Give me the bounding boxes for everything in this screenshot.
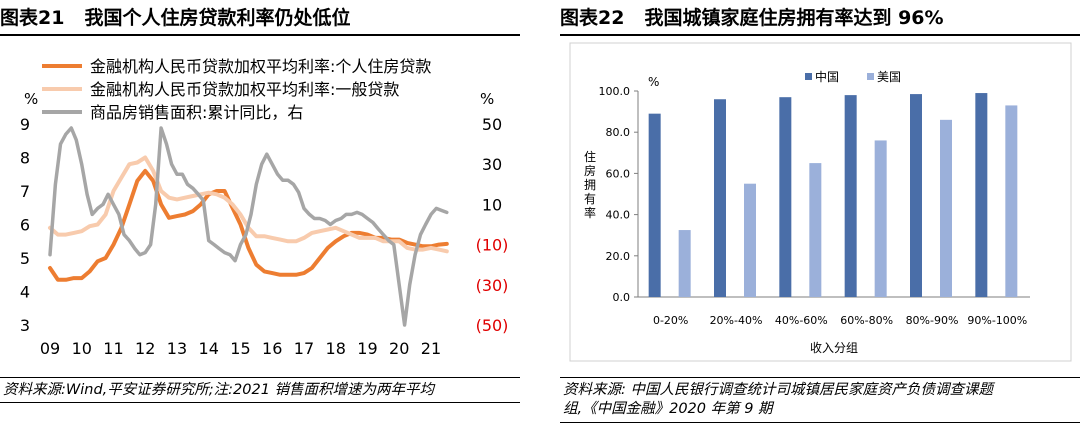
homeownership-bar-chart: 0.0 20.0 40.0 60.0 80.0 100.0% 住房拥有率 中国 美国 0-20% 2… — [569, 42, 1072, 362]
x-axis-label: 收入分组 — [810, 341, 858, 355]
x-tick-label: 40%-60% — [775, 314, 828, 327]
left-tick-label: 8 — [20, 149, 30, 168]
y-tick-label: 40.0 — [606, 209, 631, 222]
x-tick-label: 10 — [72, 339, 92, 358]
bar-0-2 — [779, 97, 792, 298]
right-figure: 图表22 我国城镇家庭住房拥有率达到 96% 0.0 20.0 40.0 60.0 80.… — [560, 0, 1080, 428]
x-tick-label: 21 — [421, 339, 441, 358]
right-source-rule — [560, 377, 1080, 378]
right-tick-label: 10 — [482, 195, 502, 214]
left-tick-label: 3 — [20, 316, 30, 335]
left-tick-label: 6 — [20, 216, 30, 235]
legend-label-2: 商品房销售面积:累计同比，右 — [90, 103, 303, 122]
bar-0-1 — [714, 99, 726, 297]
x-tick-label: 17 — [294, 339, 314, 358]
left-tick-label: 9 — [20, 115, 30, 134]
right-tick-label: 50 — [482, 115, 502, 134]
x-tick-label: 15 — [230, 339, 250, 358]
right-tick-label: 30 — [482, 155, 502, 174]
series-line-2 — [48, 126, 449, 327]
right-title-rule — [560, 34, 1080, 36]
left-tick-label: 4 — [20, 283, 30, 302]
bar-1-2 — [809, 163, 822, 297]
right-tick-label: (30) — [476, 276, 509, 295]
y-tick-label: 60.0 — [606, 167, 631, 180]
x-tick-label: 20 — [389, 339, 409, 358]
left-figure-number: 图表21 — [0, 7, 65, 29]
right-bottom-rule — [560, 422, 1080, 423]
right-tick-label: (50) — [476, 316, 509, 335]
left-tick-label: 7 — [20, 182, 30, 201]
bar-1-4 — [940, 119, 952, 297]
right-axis-unit: % — [480, 90, 494, 108]
x-tick-label: 90%-100% — [967, 314, 1027, 327]
right-figure-title: 图表22 我国城镇家庭住房拥有率达到 96% — [560, 3, 1080, 33]
x-tick-label: 19 — [357, 339, 377, 358]
x-tick-label: 80%-90% — [906, 314, 959, 327]
y-tick-label: 0.0 — [613, 291, 631, 304]
x-tick-label: 09 — [40, 339, 60, 358]
x-tick-label: 20%-40% — [710, 314, 763, 327]
bar-0-3 — [844, 95, 857, 297]
right-tick-label: (10) — [476, 236, 509, 255]
x-tick-label: 0-20% — [653, 314, 688, 327]
x-tick-label: 16 — [262, 339, 282, 358]
x-tick-label: 12 — [135, 339, 155, 358]
right-source-line-2: 组,《中国金融》2020 年第 9 期 — [563, 401, 773, 417]
left-source-note: 资料来源:Wind,平安证券研究所;注:2021 销售面积增速为两年平均 — [3, 382, 435, 398]
legend-label-0: 中国 — [815, 69, 839, 84]
left-figure-caption: 我国个人住房贷款利率仍处低位 — [84, 7, 351, 29]
y-unit: % — [648, 75, 659, 89]
left-title-rule — [0, 34, 520, 36]
bar-0-0 — [648, 113, 661, 297]
legend-label-1: 金融机构人民币贷款加权平均利率:一般贷款 — [90, 80, 399, 99]
legend-label-1: 美国 — [877, 70, 901, 84]
legend-label-0: 金融机构人民币贷款加权平均利率:个人住房贷款 — [90, 57, 431, 76]
interest-rate-line-chart: 金融机构人民币贷款加权平均利率:个人住房贷款金融机构人民币贷款加权平均利率:一般… — [20, 57, 509, 358]
y-axis-label: 住房拥有率 — [584, 150, 596, 220]
bar-0-5 — [975, 93, 988, 297]
left-figure: 图表21 我国个人住房贷款利率仍处低位 金融机构人民币贷款加权平均利率:个人住房贷… — [0, 0, 520, 428]
x-tick-label: 11 — [103, 339, 123, 358]
bar-1-0 — [678, 230, 691, 297]
left-source-rule — [0, 377, 520, 378]
bar-1-1 — [744, 183, 756, 297]
bar-0-4 — [910, 94, 922, 297]
x-tick-label: 18 — [326, 339, 346, 358]
legend-swatch-0 — [805, 73, 812, 80]
x-tick-label: 60%-80% — [840, 314, 893, 327]
right-source-line-1: 资料来源: 中国人民银行调查统计司城镇居民家庭资产负债调查课题 — [563, 382, 993, 398]
y-tick-label: 20.0 — [606, 250, 631, 263]
y-tick-label: 100.0 — [599, 85, 631, 98]
y-tick-label: 80.0 — [606, 126, 631, 139]
left-axis-unit: % — [24, 90, 38, 108]
legend-swatch-1 — [867, 73, 874, 80]
series-line-0 — [48, 168, 449, 282]
bar-1-3 — [874, 140, 887, 297]
right-figure-caption: 我国城镇家庭住房拥有率达到 96% — [644, 7, 944, 29]
bar-1-5 — [1005, 105, 1018, 297]
left-tick-label: 5 — [20, 249, 30, 268]
left-figure-title: 图表21 我国个人住房贷款利率仍处低位 — [0, 3, 520, 33]
x-tick-label: 13 — [167, 339, 187, 358]
x-tick-label: 14 — [199, 339, 219, 358]
left-bottom-rule — [0, 402, 520, 403]
right-figure-number: 图表22 — [560, 7, 625, 29]
